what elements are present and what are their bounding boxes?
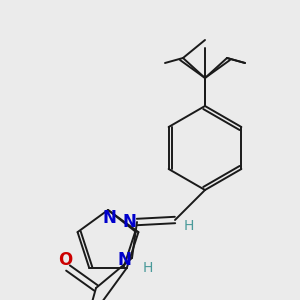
Text: O: O [58, 251, 72, 269]
Text: H: H [184, 219, 194, 233]
Text: H: H [143, 261, 153, 275]
Text: N: N [117, 251, 131, 269]
Text: N: N [102, 209, 116, 227]
Text: N: N [122, 213, 136, 231]
